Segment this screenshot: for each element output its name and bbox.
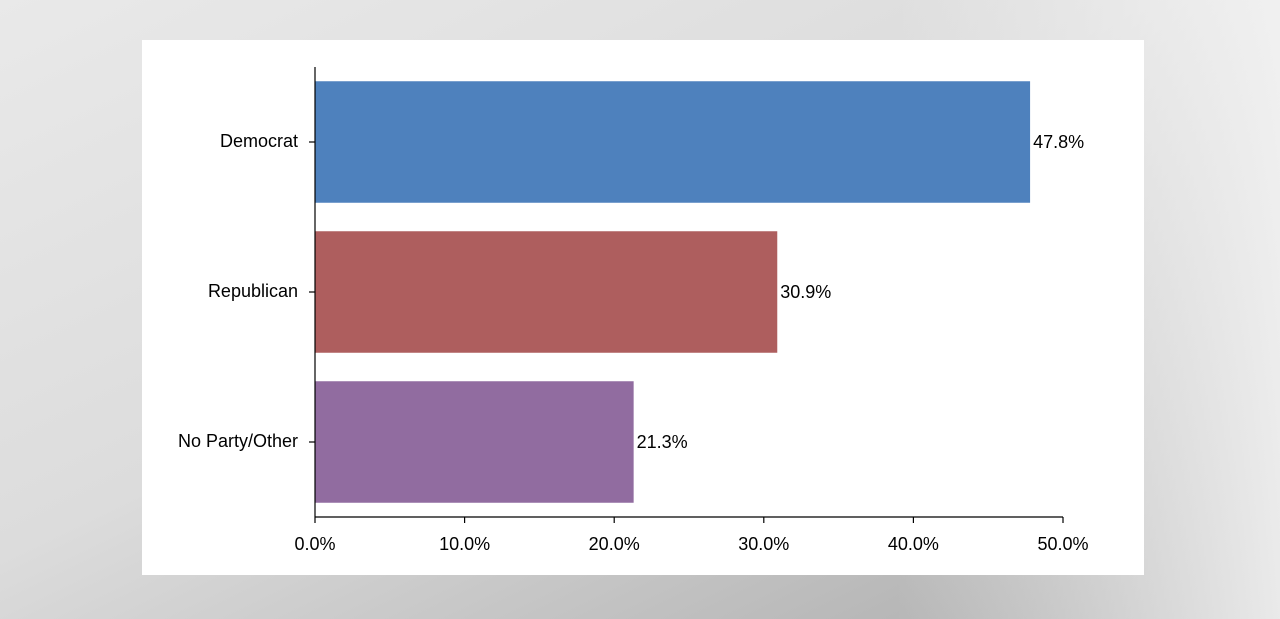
x-tick-label: 30.0% [738,534,789,554]
bar-no-party-other [315,381,634,503]
category-label-democrat: Democrat [220,131,298,151]
chart-panel: 47.8% 30.9% 21.3% Democrat Republican No Par… [142,40,1144,575]
x-tick-label: 0.0% [294,534,335,554]
data-labels-layer: 47.8% 30.9% 21.3% [637,132,1084,452]
x-tick-label: 40.0% [888,534,939,554]
category-label-no-party-other: No Party/Other [178,431,298,451]
category-label-republican: Republican [208,281,298,301]
bars-layer [315,81,1031,503]
x-tick-label: 50.0% [1037,534,1088,554]
x-tick-label: 20.0% [589,534,640,554]
x-tick-label: 10.0% [439,534,490,554]
bar-democrat [315,81,1031,203]
bar-chart: 47.8% 30.9% 21.3% Democrat Republican No Par… [178,67,1089,554]
data-label-republican: 30.9% [780,282,831,302]
data-label-no-party-other: 21.3% [637,432,688,452]
bar-republican [315,231,778,353]
axes-layer: Democrat Republican No Party/Other 0.0% 10.0… [178,67,1089,554]
data-label-democrat: 47.8% [1033,132,1084,152]
